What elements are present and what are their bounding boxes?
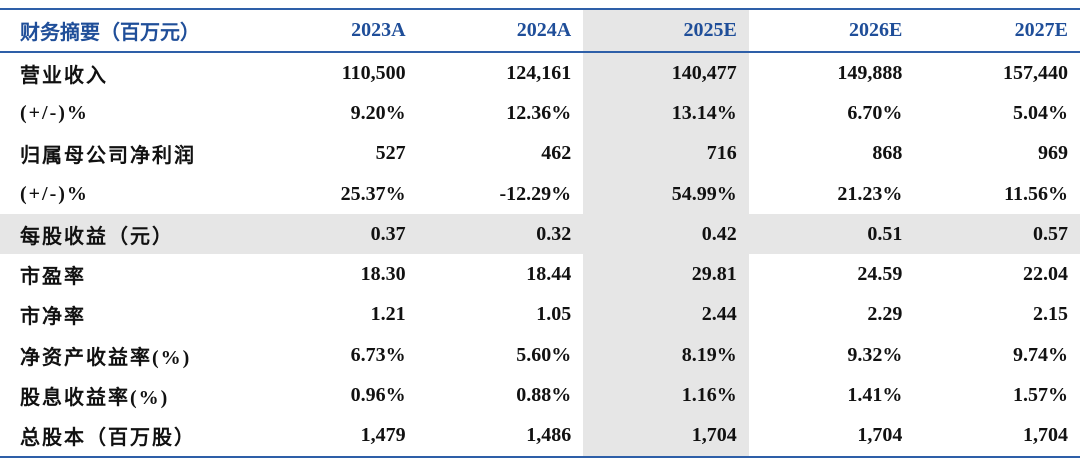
cell-value: 6.70% [847, 101, 903, 124]
row-label: 每股收益（元） [0, 214, 252, 255]
table-row: 归属母公司净利润 527 462 716 868 969 [0, 133, 1080, 174]
cell-value: 8.19% [583, 335, 749, 376]
cell-value: 716 [583, 133, 749, 174]
cell-value: 1.05 [536, 303, 572, 326]
cell-value: 13.14% [583, 93, 749, 134]
cell-value: 12.36% [506, 101, 572, 124]
cell-value: 2.29 [867, 303, 903, 326]
row-label: 营业收入 [20, 64, 108, 87]
table-row: (+/-)% 25.37% -12.29% 54.99% 21.23% 11.56% [0, 173, 1080, 215]
header-row: 财务摘要（百万元） 2023A 2024A 2025E 2026E 2027E [0, 8, 1080, 53]
cell-value: 1,486 [417, 415, 584, 458]
cell-value: 9.20% [350, 101, 406, 124]
cell-value: 157,440 [1003, 61, 1068, 84]
cell-value: 1,704 [583, 415, 749, 458]
financial-summary-table: 财务摘要（百万元） 2023A 2024A 2025E 2026E 2027E 营业收入 1… [0, 8, 1080, 458]
table-row: 股息收益率(%) 0.96% 0.88% 1.16% 1.41% 1.57% [0, 375, 1080, 416]
cell-value: 1,704 [914, 415, 1080, 458]
cell-value: 462 [541, 142, 572, 165]
cell-value: 0.32 [417, 214, 584, 255]
cell-value: 868 [872, 142, 903, 165]
header-cell: 财务摘要（百万元） [0, 8, 252, 53]
row-label: 股息收益率(%) [20, 387, 170, 410]
header-cell: 2023A [252, 8, 418, 53]
cell-value: 54.99% [583, 173, 749, 215]
cell-value: 11.56% [1004, 182, 1068, 205]
row-label: (+/-)% [20, 101, 89, 124]
table-row: 每股收益（元） 0.37 0.32 0.42 0.51 0.57 [0, 214, 1080, 255]
cell-value: 6.73% [350, 343, 406, 366]
cell-value: 25.37% [340, 182, 406, 205]
cell-value: 0.51 [748, 214, 915, 255]
row-label: (+/-)% [20, 182, 89, 205]
header-cell: 2027E [914, 8, 1080, 53]
cell-value: 0.37 [252, 214, 418, 255]
cell-value: 1.57% [1013, 384, 1068, 407]
cell-value: 527 [375, 142, 406, 165]
table-row: 市净率 1.21 1.05 2.44 2.29 2.15 [0, 294, 1080, 336]
cell-value: 0.96% [350, 384, 406, 407]
table-row: 净资产收益率(%) 6.73% 5.60% 8.19% 9.32% 9.74% [0, 335, 1080, 376]
cell-value: 0.42 [583, 214, 749, 255]
cell-value: -12.29% [499, 182, 572, 205]
cell-value: 5.60% [516, 343, 572, 366]
cell-value: 9.74% [1013, 343, 1068, 366]
cell-value: 149,888 [837, 61, 903, 84]
cell-value: 0.88% [516, 384, 572, 407]
cell-value: 24.59 [857, 263, 903, 286]
cell-value: 1,704 [748, 415, 915, 458]
cell-value: 5.04% [1013, 101, 1068, 124]
table-row: 市盈率 18.30 18.44 29.81 24.59 22.04 [0, 254, 1080, 295]
cell-value: 9.32% [847, 343, 903, 366]
table-row: (+/-)% 9.20% 12.36% 13.14% 6.70% 5.04% [0, 93, 1080, 134]
row-label: 市净率 [20, 306, 86, 329]
table-row: 营业收入 110,500 124,161 140,477 149,888 157,440 [0, 52, 1080, 94]
row-label: 归属母公司净利润 [20, 145, 196, 168]
cell-value: 2.15 [1033, 303, 1068, 326]
cell-value: 1.16% [583, 375, 749, 416]
cell-value: 21.23% [837, 182, 903, 205]
header-cell: 2025E [583, 8, 749, 53]
cell-value: 124,161 [506, 61, 572, 84]
cell-value: 1,479 [252, 415, 418, 458]
table-body: 营业收入 110,500 124,161 140,477 149,888 157,440 (… [0, 52, 1080, 458]
cell-value: 1.41% [847, 384, 903, 407]
header-cell: 2024A [417, 8, 584, 53]
cell-value: 18.44 [526, 263, 572, 286]
cell-value: 110,500 [341, 61, 406, 84]
cell-value: 140,477 [583, 52, 749, 94]
cell-value: 1.21 [370, 303, 406, 326]
cell-value: 0.57 [914, 214, 1080, 255]
row-label: 净资产收益率(%) [20, 346, 192, 369]
row-label: 市盈率 [20, 266, 86, 289]
row-label: 总股本（百万股） [0, 415, 252, 458]
table-row: 总股本（百万股） 1,479 1,486 1,704 1,704 1,704 [0, 415, 1080, 458]
cell-value: 29.81 [583, 254, 749, 295]
header-cell: 2026E [748, 8, 915, 53]
cell-value: 18.30 [360, 263, 406, 286]
cell-value: 2.44 [583, 294, 749, 336]
cell-value: 969 [1038, 142, 1068, 165]
cell-value: 22.04 [1023, 263, 1068, 286]
